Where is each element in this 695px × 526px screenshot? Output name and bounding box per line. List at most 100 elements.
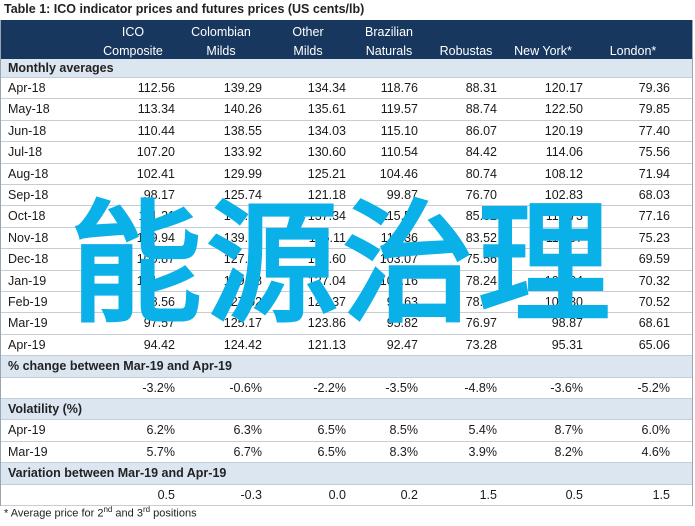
data-row: Dec-18 100.87 127.86 127.60 103.07 75.56 103.9… (0, 249, 693, 271)
value-cell: 119.57 (380, 102, 418, 117)
heading-line: New York* (514, 44, 572, 58)
data-row: Apr-19 94.42 124.42 121.13 92.47 73.28 95.31 65… (0, 335, 693, 357)
value-cell: 78.24 (465, 273, 497, 288)
value-cell: 4.6% (641, 444, 671, 459)
data-row: Apr-18 112.56 139.29 134.34 118.76 88.31 120.1… (0, 78, 693, 100)
value-cell: 88.74 (465, 102, 497, 117)
value-cell: 102.83 (544, 188, 583, 202)
value-cell: 69.59 (638, 252, 670, 267)
value-cell: 139.27 (223, 230, 262, 245)
column-heading: ICO Composite (88, 23, 178, 61)
value-cell: 135.11 (308, 230, 346, 245)
value-cell: 129.99 (223, 166, 262, 181)
value-cell: -3.2% (142, 380, 175, 395)
data-row: May-18 113.34 140.26 135.61 119.57 88.74 122.5… (0, 99, 693, 121)
value-cell: 73.28 (465, 337, 497, 352)
value-cell: 65.06 (638, 337, 670, 352)
value-cell: 115.10 (380, 123, 418, 138)
value-cell: 115.59 (380, 209, 418, 224)
value-cell: 98.17 (143, 188, 175, 202)
value-cell: 125.17 (223, 316, 262, 331)
footnote-part: nd (103, 505, 113, 514)
section-row: Variation between Mar-19 and Apr-19 (0, 463, 693, 485)
row-label: Jun-18 (8, 123, 47, 138)
section-label: Variation between Mar-19 and Apr-19 (8, 466, 227, 481)
data-row: Jun-18 110.44 138.55 134.03 115.10 86.07 120.1… (0, 121, 693, 143)
value-cell: 8.3% (389, 444, 419, 459)
value-cell: -5.2% (637, 380, 670, 395)
value-cell: 140.83 (223, 209, 262, 224)
value-cell: 8.5% (389, 423, 419, 438)
value-cell: 127.60 (307, 252, 346, 267)
value-cell: -0.3 (240, 487, 262, 502)
value-cell: 6.5% (317, 444, 347, 459)
data-row: Sep-18 98.17 125.74 121.18 99.87 76.70 102.83 6… (0, 185, 693, 207)
value-cell: 71.94 (638, 166, 670, 181)
data-row: 0.5 -0.3 0.0 0.2 1.5 0.5 1.5 (0, 485, 693, 506)
value-cell: -3.6% (550, 380, 583, 395)
value-cell: 122.50 (544, 102, 583, 117)
data-row: Jan-19 101.52 129.28 127.04 104.16 78.24 104.8… (0, 271, 693, 292)
value-cell: -4.8% (464, 380, 497, 395)
table-title: Table 1: ICO indicator prices and future… (4, 2, 365, 16)
value-cell: 94.42 (143, 337, 175, 352)
value-cell: 70.32 (638, 273, 670, 288)
value-cell: 92.47 (386, 337, 418, 352)
row-label: Nov-18 (8, 230, 49, 245)
value-cell: 101.30 (544, 295, 583, 309)
value-cell: 76.97 (465, 316, 497, 331)
row-label: Mar-19 (8, 444, 48, 459)
value-cell: 110.44 (137, 123, 175, 138)
data-row: Mar-19 97.57 125.17 123.86 95.82 76.97 98.87 68… (0, 313, 693, 335)
row-label: Apr-18 (8, 81, 46, 95)
value-cell: 117.57 (545, 230, 583, 245)
data-row: Jul-18 107.20 133.92 130.60 110.54 84.42 114.0… (0, 142, 693, 164)
section-label: Volatility (%) (8, 402, 83, 416)
section-row: Volatility (%) (0, 399, 693, 421)
heading-line: Brazilian (365, 25, 413, 39)
heading-line: Composite (103, 44, 163, 58)
value-cell: 80.74 (465, 166, 497, 181)
value-cell: 137.34 (307, 209, 346, 224)
value-cell: 84.42 (465, 145, 497, 160)
value-cell: 1.5 (479, 487, 497, 502)
value-cell: -2.2% (313, 380, 346, 395)
data-row: Oct-18 111.31 140.83 137.34 115.59 85.32 119.7… (0, 206, 693, 228)
value-cell: 133.92 (223, 145, 262, 160)
value-cell: 98.56 (143, 295, 175, 309)
value-cell: 95.31 (551, 337, 583, 352)
value-cell: 130.60 (307, 145, 346, 160)
value-cell: 140.26 (223, 102, 262, 117)
section-label: % change between Mar-19 and Apr-19 (8, 359, 232, 374)
row-label: Mar-19 (8, 316, 48, 331)
value-cell: 77.40 (638, 123, 670, 138)
value-cell: 120.17 (544, 81, 583, 95)
column-heading: New York* (498, 42, 588, 61)
value-cell: 139.29 (223, 81, 262, 95)
value-cell: 111.31 (138, 209, 175, 224)
value-cell: 6.7% (233, 444, 263, 459)
footnote-part: rd (142, 505, 151, 514)
value-cell: 3.9% (468, 444, 498, 459)
value-cell: 124.37 (307, 295, 346, 309)
value-cell: 68.61 (638, 316, 670, 331)
footnote-part: positions (150, 507, 197, 520)
row-label: May-18 (8, 102, 50, 117)
value-cell: 134.03 (307, 123, 346, 138)
data-row: -3.2% -0.6% -2.2% -3.5% -4.8% -3.6% -5.2% (0, 378, 693, 399)
section-row: % change between Mar-19 and Apr-19 (0, 356, 693, 378)
value-cell: 99.87 (386, 188, 418, 202)
column-heading: London* (588, 42, 678, 61)
value-cell: 6.3% (233, 423, 263, 438)
value-cell: 0.0 (328, 487, 346, 502)
value-cell: 98.87 (551, 316, 583, 331)
value-cell: 121.18 (307, 188, 346, 202)
row-label: Jul-18 (8, 145, 43, 160)
value-cell: 79.36 (638, 81, 670, 95)
column-heading: Other Milds (263, 23, 353, 61)
data-row: Nov-18 109.94 139.27 135.11 113.36 83.52 117.5… (0, 228, 693, 250)
row-label: Aug-18 (8, 166, 49, 181)
value-cell: 108.12 (544, 166, 583, 181)
value-cell: 0.2 (400, 487, 418, 502)
value-cell: 99.63 (386, 295, 418, 309)
